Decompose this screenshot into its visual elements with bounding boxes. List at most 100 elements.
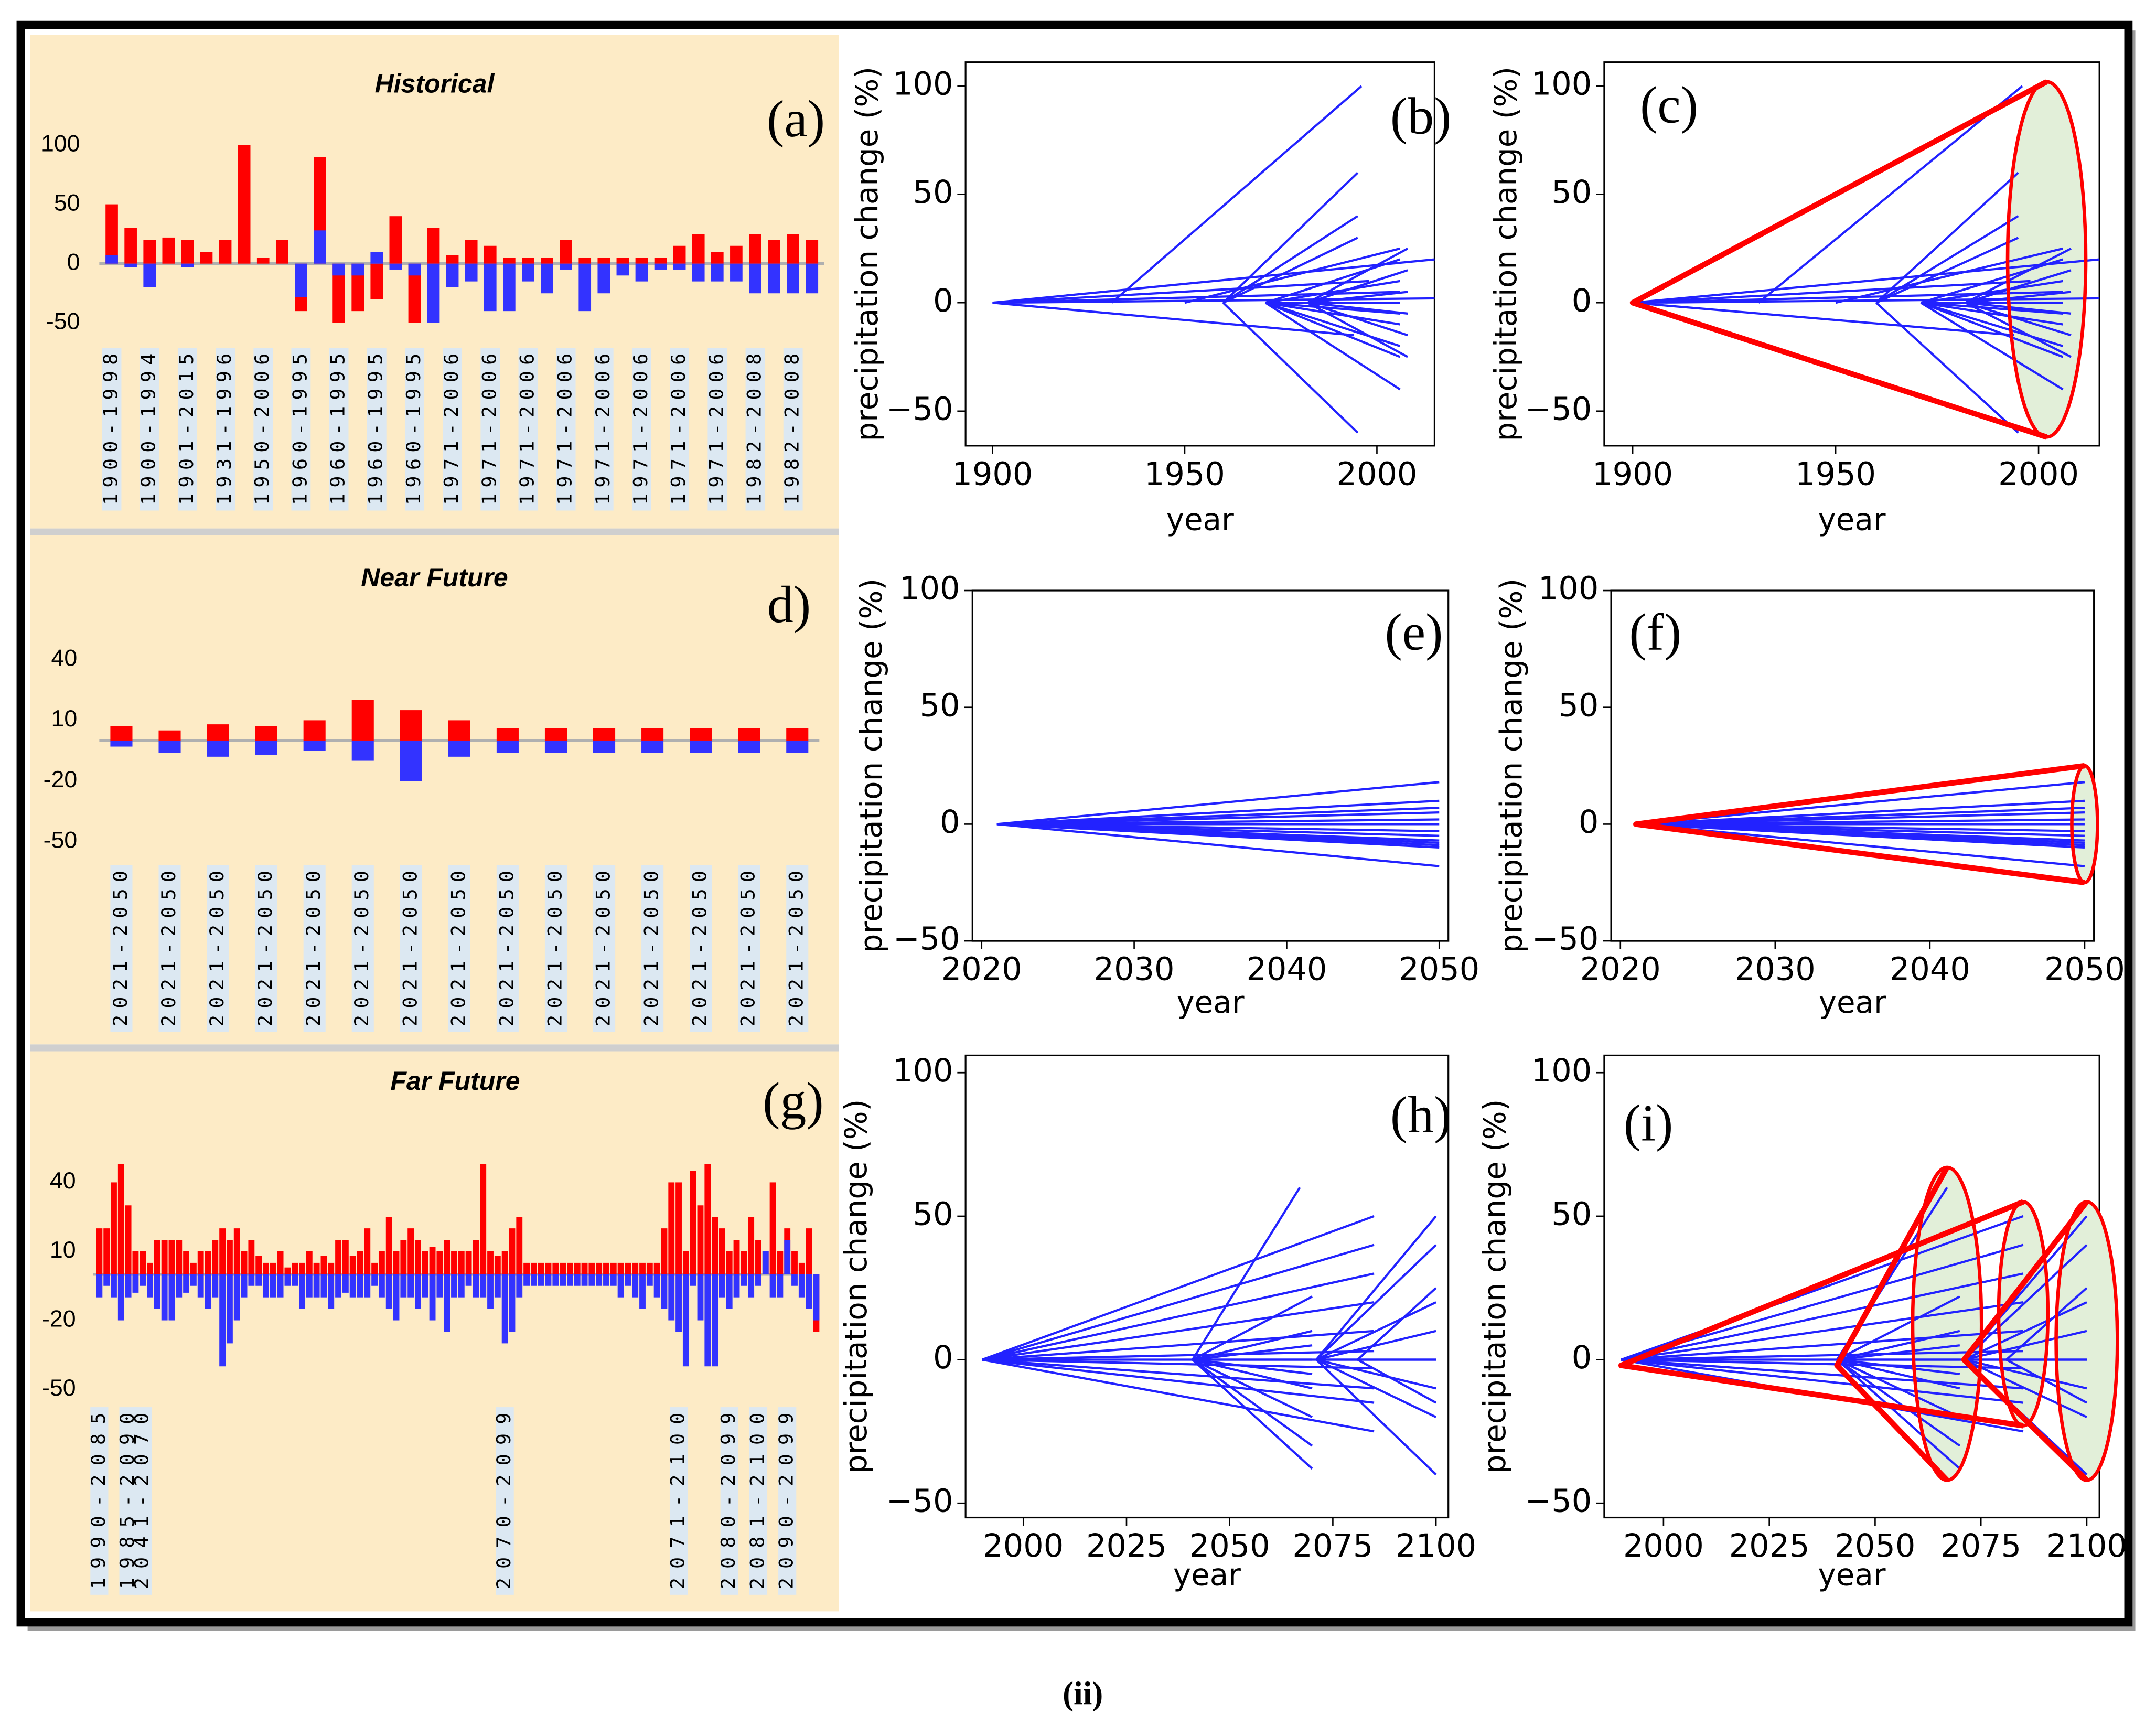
y-axis-label: precipitation change (%) [849, 67, 885, 441]
envelope-rim [2054, 1200, 2119, 1482]
bar [616, 258, 629, 264]
bar [351, 740, 374, 761]
fan-line [1192, 1358, 1313, 1375]
fan-line [1632, 280, 2031, 304]
bar [768, 263, 780, 294]
bar [233, 1228, 240, 1274]
bar [444, 1240, 450, 1274]
category-label-bg [544, 865, 567, 1032]
caption: (ii) [1063, 1675, 1103, 1712]
bar [161, 1240, 168, 1274]
bar [465, 1274, 472, 1286]
category-label-bg [255, 865, 277, 1032]
fan-line [1965, 302, 2072, 315]
fan-line [1222, 237, 1358, 304]
bar [408, 263, 421, 276]
bar [349, 1274, 356, 1298]
x-tick-label: 2021-2050 [640, 871, 663, 1026]
bar [415, 1274, 421, 1309]
bar [635, 263, 648, 282]
bar [197, 1251, 204, 1274]
bar [125, 1205, 132, 1274]
fan-line [1965, 291, 2072, 304]
bar [183, 1274, 189, 1293]
y-tick-label: 100 [1531, 1053, 1592, 1089]
bar [675, 1274, 682, 1332]
x-tick-label: 2030 [1094, 951, 1175, 988]
bar [320, 1256, 327, 1274]
bar [181, 240, 194, 264]
bar [748, 1217, 755, 1274]
bar [212, 1274, 219, 1298]
bar [255, 726, 277, 741]
x-tick-label: 2000 [1336, 456, 1417, 492]
fan-line [1621, 1358, 2023, 1370]
fan-line [1636, 799, 2085, 826]
fan-line [992, 302, 1354, 337]
bar [147, 1262, 153, 1274]
category-label-bg [496, 865, 519, 1032]
bar [791, 1274, 798, 1286]
fan-line [1307, 269, 1408, 304]
bar [755, 1240, 761, 1274]
category-label-bg [720, 1407, 738, 1595]
x-tick-label: 2041-2070 [131, 1413, 153, 1590]
fan-line [996, 799, 1440, 826]
bar [385, 1217, 392, 1274]
bar [806, 240, 819, 264]
x-tick-label: 2021-2050 [109, 871, 132, 1026]
y-tick-label: 50 [913, 174, 953, 211]
bar [275, 240, 288, 264]
bar [103, 1228, 110, 1274]
x-tick-label: 2050 [2044, 951, 2125, 988]
category-label-bg [253, 348, 273, 511]
bar [110, 740, 133, 747]
bar [158, 730, 181, 741]
y-axis-label: precipitation change (%) [1493, 578, 1529, 953]
fan-line [996, 297, 1435, 304]
bar [625, 1262, 631, 1274]
bar [545, 1274, 552, 1286]
x-tick-label: 2100 [2046, 1528, 2127, 1564]
x-tick-label: 2021-2050 [785, 871, 808, 1026]
envelope-fill [2008, 81, 2086, 437]
x-tick-label: 2100 [1396, 1528, 1476, 1564]
category-label-bg [367, 348, 387, 511]
bar [407, 1228, 414, 1274]
fan-line [1265, 302, 1401, 358]
bar [306, 1251, 313, 1274]
bar [480, 1274, 487, 1298]
category-label-bg [690, 865, 712, 1032]
bar [436, 1274, 443, 1298]
axes-box [1610, 589, 2095, 942]
bar [255, 1274, 262, 1286]
bar [641, 740, 664, 753]
fan-line [1636, 297, 2100, 304]
bar [205, 1251, 211, 1274]
bar [798, 1262, 805, 1274]
fan-line [1632, 302, 2014, 337]
bar [219, 240, 232, 264]
envelope-rim [2005, 80, 2088, 439]
bar [733, 1240, 740, 1274]
panel-label: (a) [767, 90, 825, 148]
bar [503, 258, 516, 264]
bar [682, 1251, 689, 1274]
envelope-rim [2070, 764, 2099, 885]
fan-line [1184, 247, 1400, 304]
bar [219, 1274, 226, 1367]
bar [784, 1240, 791, 1274]
fan-line [1921, 280, 2063, 304]
fan-line [1621, 1272, 2024, 1361]
x-tick-label: 2021-2050 [689, 871, 711, 1026]
bar [501, 1274, 508, 1344]
fan-line [992, 258, 1435, 304]
category-label-bg [216, 348, 235, 511]
bar [541, 258, 553, 264]
category-label-bg [134, 1407, 152, 1595]
bar [371, 1262, 378, 1274]
fan-line [1921, 302, 2063, 326]
bar [270, 1274, 276, 1298]
fan-line [1264, 302, 1401, 391]
fan-line [1316, 1358, 1436, 1390]
